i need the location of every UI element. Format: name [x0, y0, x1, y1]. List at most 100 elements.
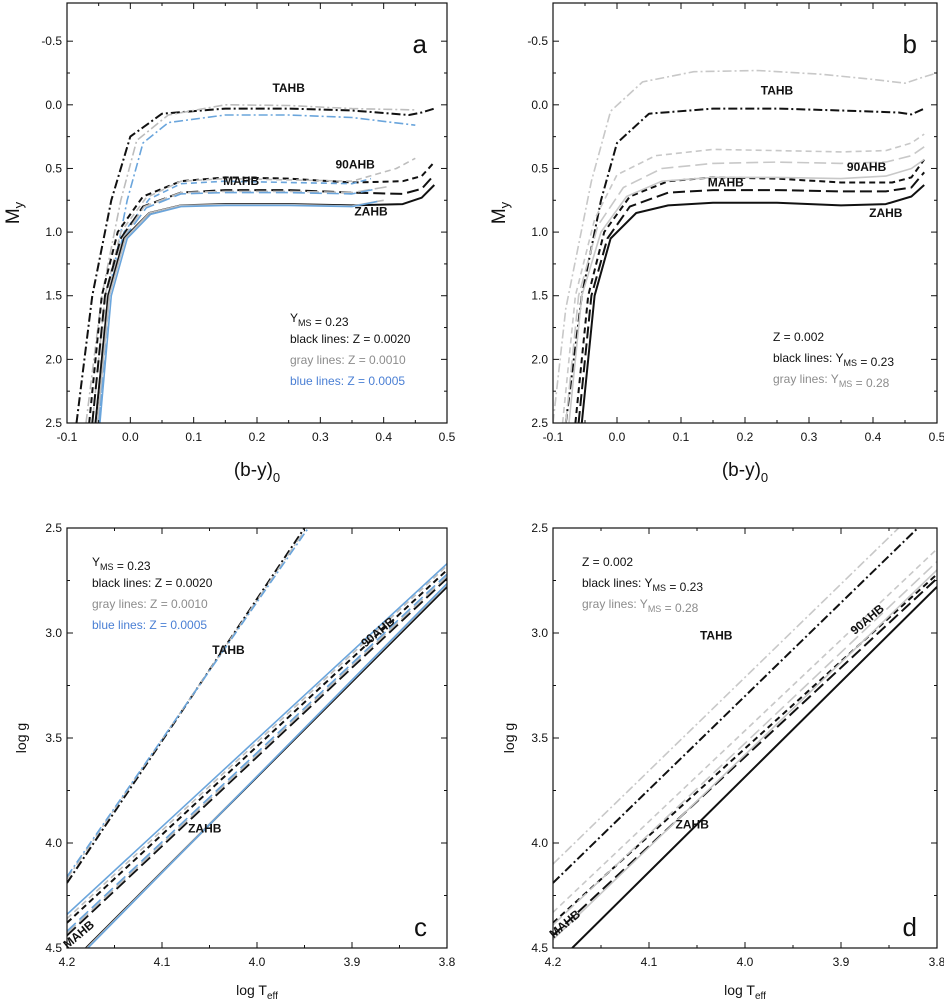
- legend-entry: gray lines: Z = 0.0010: [290, 353, 406, 367]
- curve-label-mahb: MAHB: [547, 907, 584, 941]
- curve-label-tahb: TAHB: [272, 81, 305, 95]
- series-line-90ahb: [67, 569, 447, 924]
- curve-label-mahb: MAHB: [223, 174, 259, 188]
- series-line-mahb: [67, 573, 447, 932]
- y-tick-label: 3.5: [531, 731, 548, 745]
- panel-letter: b: [903, 29, 917, 59]
- x-tick-label: 4.1: [641, 955, 658, 969]
- x-tick-label: 4.0: [737, 955, 754, 969]
- series-line-90ahb: [67, 565, 447, 920]
- series-line-mahb: [553, 561, 937, 926]
- series-group: [553, 69, 937, 423]
- panel-c: 2.5 3.0 3.5 4.0 4.54.2 4.1 4.0 3.9 3.8 log Teff lo…: [13, 521, 456, 1002]
- series-line-tahb: [553, 528, 900, 865]
- series-line-zahb: [87, 583, 447, 948]
- x-tick-label: 0.5: [439, 430, 456, 444]
- x-tick-label: 3.9: [833, 955, 850, 969]
- curve-label-zahb: ZAHB: [869, 206, 903, 220]
- x-tick-label: -0.1: [57, 430, 78, 444]
- series-line-mahb: [577, 171, 925, 423]
- legend-entry: black lines: YMS = 0.23: [773, 351, 894, 369]
- legend-entry: blue lines: Z = 0.0005: [290, 374, 405, 388]
- y-tick-label: 1.0: [531, 225, 548, 239]
- panel-letter: a: [413, 29, 428, 59]
- panel-letter: d: [903, 912, 917, 942]
- series-line-tahb: [67, 528, 306, 884]
- curve-label-90ahb: 90AHB: [335, 157, 375, 171]
- legend-entry: Z = 0.002: [582, 555, 633, 569]
- series-line-tahb: [85, 104, 416, 423]
- x-axis-title: log Teff: [724, 982, 766, 1002]
- y-tick-label: 1.0: [45, 225, 62, 239]
- x-tick-label: 4.0: [249, 955, 266, 969]
- x-tick-label: 0.2: [737, 430, 754, 444]
- curve-label-tahb: TAHB: [212, 643, 245, 657]
- series-line-90ahb: [561, 133, 925, 423]
- legend-entry: blue lines: Z = 0.0005: [92, 618, 207, 632]
- series-line-zahb: [571, 586, 937, 948]
- y-tick-label: 0.0: [45, 98, 62, 112]
- series-line-mahb: [67, 577, 447, 937]
- curve-label-zahb: ZAHB: [354, 205, 388, 219]
- x-tick-label: 0.0: [122, 430, 139, 444]
- y-tick-label: 3.5: [45, 731, 62, 745]
- series-line-zahb: [553, 569, 937, 941]
- y-axis-title: My: [3, 201, 26, 224]
- legend-entry: black lines: Z = 0.0020: [92, 576, 213, 590]
- series-line-zahb: [96, 199, 384, 423]
- x-tick-label: 0.1: [673, 430, 690, 444]
- series-line-tahb: [75, 107, 435, 423]
- y-tick-label: 2.5: [531, 416, 548, 430]
- x-tick-label: 0.3: [801, 430, 818, 444]
- y-tick-label: 2.0: [531, 352, 548, 366]
- x-tick-label: 0.2: [249, 430, 266, 444]
- panel-d: 2.5 3.0 3.5 4.0 4.54.2 4.1 4.0 3.9 3.8 log Teff lo…: [501, 521, 944, 1002]
- x-axis-title: log Teff: [236, 982, 278, 1002]
- y-tick-label: 4.0: [45, 836, 62, 850]
- curve-label-zahb: ZAHB: [676, 817, 710, 831]
- curve-label-tahb: TAHB: [761, 84, 794, 98]
- curve-label-zahb: ZAHB: [188, 822, 222, 836]
- y-tick-label: 2.5: [531, 521, 548, 535]
- legend-entry: gray lines: YMS = 0.28: [773, 372, 890, 390]
- y-axis-title: log g: [501, 723, 517, 753]
- y-axis-title: log g: [13, 723, 29, 753]
- y-tick-label: -0.5: [41, 34, 62, 48]
- series-line-90ahb: [88, 161, 436, 423]
- legend-entry: black lines: Z = 0.0020: [290, 332, 411, 346]
- y-tick-label: 2.5: [45, 416, 62, 430]
- x-tick-label: 0.5: [929, 430, 944, 444]
- legend-entry: gray lines: YMS = 0.28: [582, 597, 699, 615]
- y-tick-label: -0.5: [527, 34, 548, 48]
- legend-entry: Z = 0.002: [773, 330, 824, 344]
- series-group: [67, 528, 447, 948]
- x-tick-label: 0.4: [375, 430, 392, 444]
- y-tick-label: 0.5: [45, 161, 62, 175]
- y-tick-label: 0.5: [531, 161, 548, 175]
- legend-entry: YMS = 0.23: [92, 555, 151, 573]
- series-line-zahb: [580, 184, 925, 423]
- series-line-tahb: [67, 528, 309, 878]
- series-line-90ahb: [97, 177, 372, 423]
- series-group: [553, 528, 937, 948]
- series-line-mahb: [553, 577, 937, 937]
- y-tick-label: 1.5: [45, 289, 62, 303]
- x-tick-label: 0.1: [185, 430, 202, 444]
- series-line-mahb: [67, 575, 447, 934]
- x-tick-label: 0.4: [865, 430, 882, 444]
- curve-label-90ahb: 90AHB: [847, 160, 887, 174]
- x-tick-label: 0.0: [609, 430, 626, 444]
- x-tick-label: 3.9: [344, 955, 361, 969]
- series-line-zahb: [568, 158, 925, 423]
- curve-label-mahb: MAHB: [708, 175, 744, 189]
- x-tick-label: 4.2: [545, 955, 562, 969]
- series-line-90ahb: [67, 563, 447, 915]
- x-tick-label: 3.8: [439, 955, 456, 969]
- y-tick-label: 4.5: [531, 941, 548, 955]
- x-tick-label: 4.1: [154, 955, 171, 969]
- series-line-tahb: [564, 107, 925, 423]
- panel-letter: c: [414, 912, 427, 942]
- curve-label-90ahb: 90AHB: [848, 601, 887, 637]
- panel-b: -0.5 0.0 0.5 1.0 1.5 2.0 2.5-0.1 0.0 0.1 0.2 0.3 0.…: [489, 2, 944, 485]
